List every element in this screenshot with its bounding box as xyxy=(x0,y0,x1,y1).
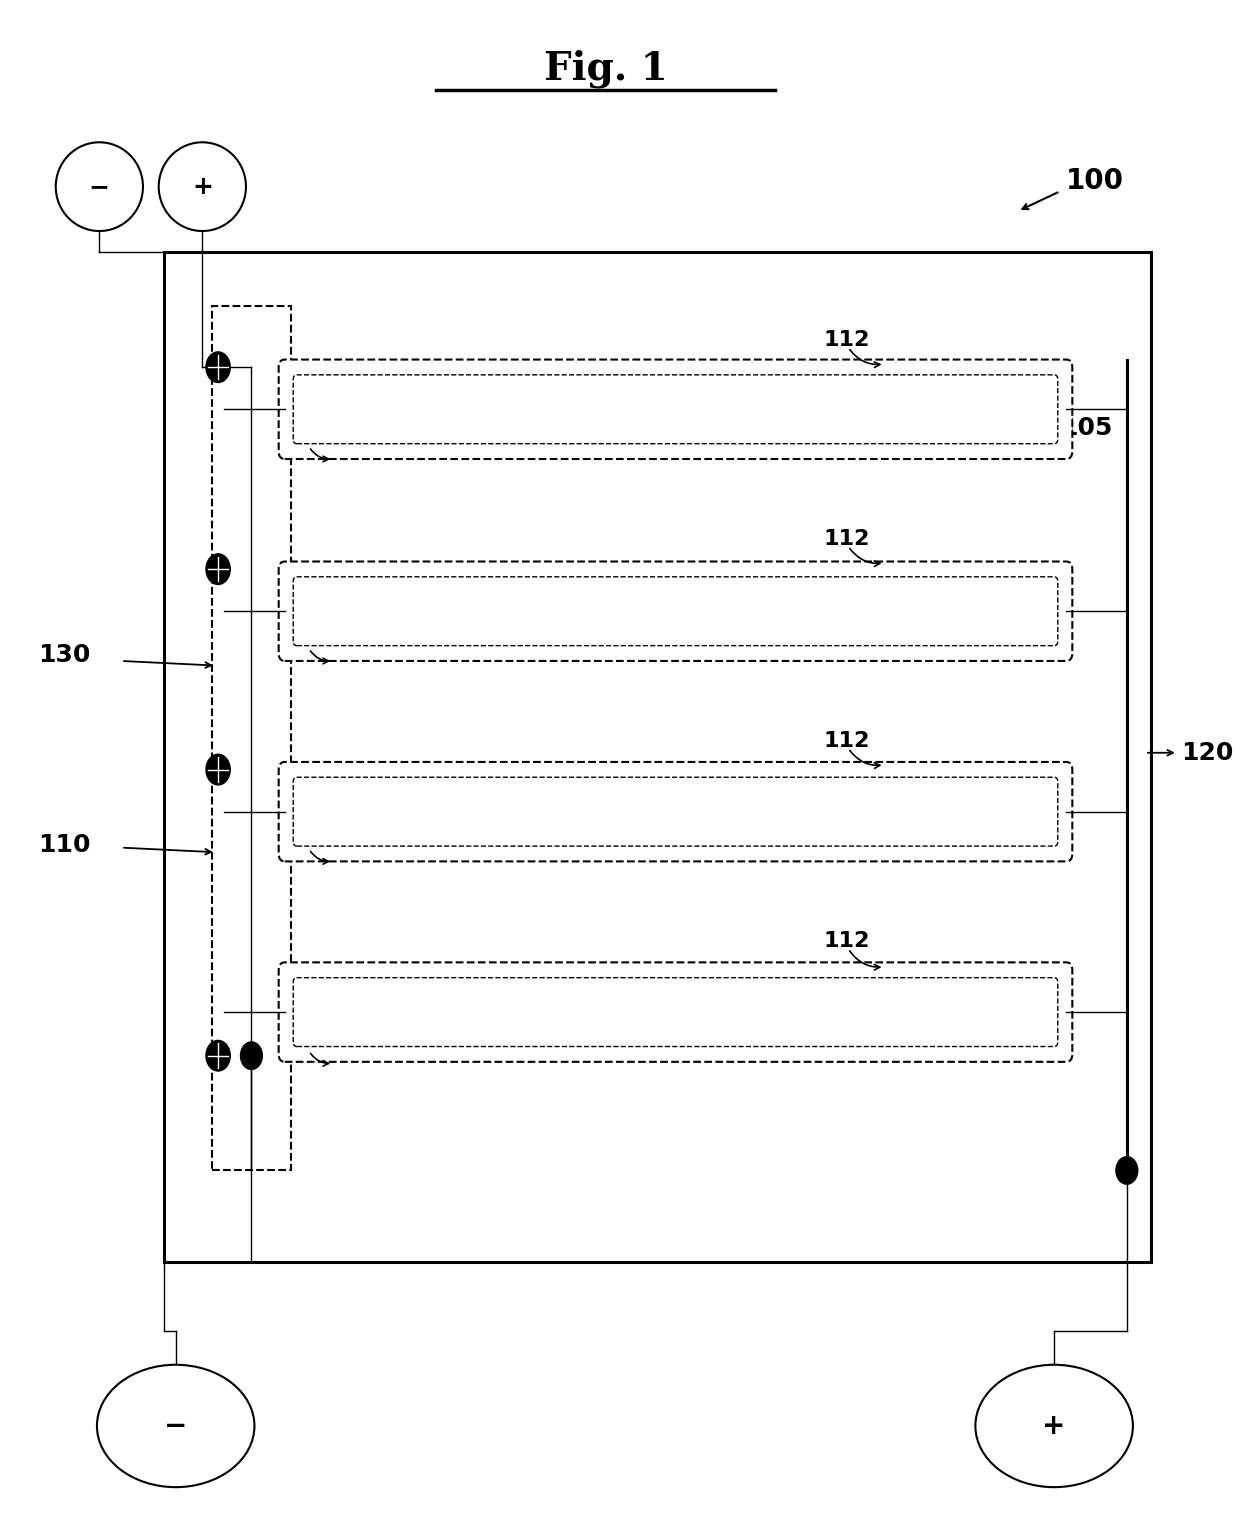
Text: 122: 122 xyxy=(291,828,337,849)
Text: 112: 112 xyxy=(823,528,870,549)
Ellipse shape xyxy=(159,142,246,231)
FancyBboxPatch shape xyxy=(279,762,1073,861)
Text: 122: 122 xyxy=(291,425,337,447)
Circle shape xyxy=(1116,1157,1138,1184)
Text: +: + xyxy=(1043,1412,1066,1440)
FancyBboxPatch shape xyxy=(293,375,1058,444)
Text: 130: 130 xyxy=(38,643,91,667)
Text: 110: 110 xyxy=(38,832,91,857)
Circle shape xyxy=(206,1040,231,1071)
Bar xyxy=(212,306,291,1170)
Text: 112: 112 xyxy=(823,329,870,350)
Text: 100: 100 xyxy=(1066,167,1125,194)
Circle shape xyxy=(206,554,231,584)
FancyBboxPatch shape xyxy=(279,360,1073,459)
Text: 122: 122 xyxy=(291,627,337,649)
Text: −: − xyxy=(89,174,110,199)
Text: Fig. 1: Fig. 1 xyxy=(544,49,667,89)
Text: 122: 122 xyxy=(291,1030,337,1051)
FancyBboxPatch shape xyxy=(279,562,1073,661)
Ellipse shape xyxy=(976,1365,1133,1487)
FancyBboxPatch shape xyxy=(293,978,1058,1047)
FancyBboxPatch shape xyxy=(279,962,1073,1062)
Bar xyxy=(164,252,1151,1262)
FancyBboxPatch shape xyxy=(293,777,1058,846)
Text: 112: 112 xyxy=(823,730,870,751)
Text: 120: 120 xyxy=(1182,741,1234,765)
FancyBboxPatch shape xyxy=(293,577,1058,646)
Text: +: + xyxy=(192,174,213,199)
Circle shape xyxy=(206,754,231,785)
Circle shape xyxy=(241,1042,263,1069)
Text: 112: 112 xyxy=(823,930,870,952)
Text: 105: 105 xyxy=(1060,416,1112,441)
Ellipse shape xyxy=(56,142,143,231)
Text: −: − xyxy=(164,1412,187,1440)
Ellipse shape xyxy=(97,1365,254,1487)
Circle shape xyxy=(206,352,231,382)
